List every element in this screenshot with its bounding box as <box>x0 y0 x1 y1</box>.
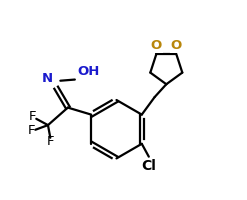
Text: Cl: Cl <box>141 159 156 173</box>
Text: F: F <box>27 124 35 137</box>
Text: F: F <box>46 135 54 148</box>
Text: O: O <box>151 39 162 52</box>
Text: N: N <box>42 72 53 85</box>
Text: OH: OH <box>77 65 100 78</box>
Text: O: O <box>171 39 182 52</box>
Text: F: F <box>29 110 37 123</box>
